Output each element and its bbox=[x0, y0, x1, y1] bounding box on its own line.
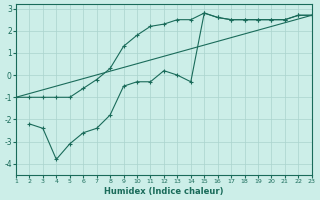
X-axis label: Humidex (Indice chaleur): Humidex (Indice chaleur) bbox=[104, 187, 224, 196]
